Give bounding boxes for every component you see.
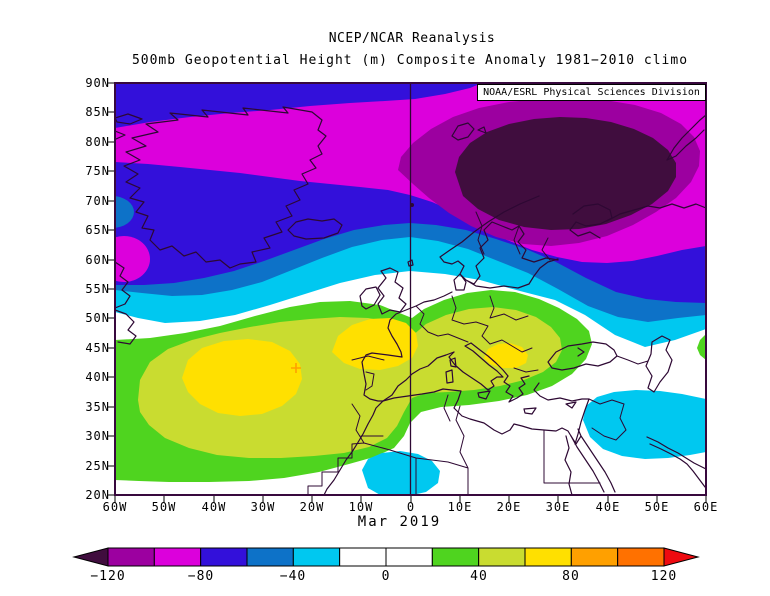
colorbar-tick--80: −80 [187,569,215,584]
lon-label-40e: 40E [595,500,621,514]
map-frame [114,82,707,496]
yellow-core-france [332,318,418,370]
lon-label-30w: 30W [250,500,276,514]
colorbar-tick--40: −40 [279,569,307,584]
lon-label-60w: 60W [102,500,128,514]
date-label: Mar 2019 [357,514,442,530]
lat-label-80n: 80N [85,135,110,149]
lat-label-25n: 25N [85,459,110,473]
lat-label-55n: 55N [85,282,110,296]
lat-label-90n: 90N [85,76,110,90]
provenance-box: NOAA/ESRL Physical Sciences Division [477,84,706,101]
lat-label-20n: 20N [85,488,110,502]
lat-label-45n: 45N [85,341,110,355]
lon-label-20w: 20W [299,500,325,514]
lon-label-30e: 30E [545,500,571,514]
lat-label-35n: 35N [85,400,110,414]
coast-greenland-canada [115,106,327,345]
colorbar-tick-80: 80 [562,569,580,584]
colorbar-tick-0: 0 [381,569,391,584]
colorbar-tick--120: −120 [90,569,126,584]
lat-label-70n: 70N [85,194,110,208]
lon-label-20e: 20E [496,500,522,514]
coast-iceland-svalbard [287,122,487,240]
lat-label-40n: 40N [85,370,110,384]
colorbar-over-arrow [663,547,700,567]
max-cross-marker [291,363,301,373]
lat-label-50n: 50N [85,311,110,325]
coast-caspian [645,335,673,393]
latitude-ticks [107,82,115,496]
yellow-core-atlantic [182,339,302,416]
colorbar-tick-40: 40 [470,569,488,584]
lon-label-60e: 60E [693,500,719,514]
country-borders [307,211,649,495]
lon-label-0: 0 [406,500,416,514]
coast-scandinavia-baltic [439,195,559,291]
lat-label-65n: 65N [85,223,110,237]
plot-subtitle: 500mb Geopotential Height (m) Composite … [131,53,689,68]
magenta-blob-left [115,236,150,282]
colorbar [72,547,700,567]
plot-title: NCEP/NCAR Reanalysis [328,31,496,46]
cyan-pocket-mideast [583,390,706,459]
lon-label-10w: 10W [348,500,374,514]
coast-arctic-russia [569,114,706,239]
colorbar-tick-120: 120 [650,569,678,584]
longitude-ticks [114,495,707,503]
lat-label-30n: 30N [85,429,110,443]
coast-north-africa [323,388,572,495]
coast-greece-aegean [503,375,577,415]
cyan-pocket-sahara [362,451,440,495]
coast-redsea-arabia [564,428,706,495]
coast-italy-adriatic [445,342,509,400]
coast-anatolia-levant [533,382,590,445]
lat-label-85n: 85N [85,105,110,119]
green-sliver-right [697,334,706,360]
core-dark-negative [455,117,676,230]
lon-label-10e: 10E [447,500,473,514]
lon-label-50w: 50W [151,500,177,514]
lat-label-60n: 60N [85,253,110,267]
lon-label-40w: 40W [201,500,227,514]
provenance-text: NOAA/ESRL Physical Sciences Division [483,87,700,98]
anomaly-field [115,83,706,495]
lon-label-50e: 50E [644,500,670,514]
blue-patch-left [115,196,134,228]
lat-label-75n: 75N [85,164,110,178]
colorbar-under-arrow [72,547,109,567]
